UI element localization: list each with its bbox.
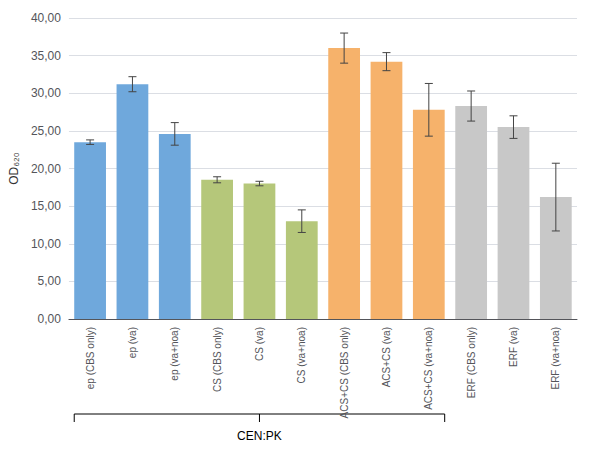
svg-text:30,00: 30,00 [31, 86, 61, 100]
svg-text:CEN:PK: CEN:PK [237, 429, 282, 443]
svg-text:0,00: 0,00 [38, 312, 62, 326]
svg-text:CS (CBS only): CS (CBS only) [212, 327, 223, 392]
svg-text:10,00: 10,00 [31, 237, 61, 251]
svg-text:20,00: 20,00 [31, 162, 61, 176]
svg-text:ep (va+noa): ep (va+noa) [169, 327, 180, 381]
svg-text:ACS+CS (CBS only): ACS+CS (CBS only) [339, 327, 350, 418]
svg-text:OD₆₂₀: OD₆₂₀ [7, 152, 21, 184]
svg-text:ERF (va): ERF (va) [508, 327, 519, 367]
svg-text:ep (va): ep (va) [127, 327, 138, 358]
svg-text:35,00: 35,00 [31, 49, 61, 63]
svg-text:ep (CBS only): ep (CBS only) [85, 327, 96, 389]
svg-text:5,00: 5,00 [38, 274, 62, 288]
svg-text:ACS+CS (va): ACS+CS (va) [381, 327, 392, 387]
svg-text:40,00: 40,00 [31, 11, 61, 25]
svg-text:CS (va): CS (va) [254, 327, 265, 361]
svg-text:ERF (CBS only): ERF (CBS only) [466, 327, 477, 398]
svg-text:25,00: 25,00 [31, 124, 61, 138]
svg-text:ACS+CS (va+noa): ACS+CS (va+noa) [423, 327, 434, 410]
svg-text:ERF (va+noa): ERF (va+noa) [550, 327, 561, 390]
svg-text:CS (va+noa): CS (va+noa) [296, 327, 307, 383]
svg-text:15,00: 15,00 [31, 199, 61, 213]
